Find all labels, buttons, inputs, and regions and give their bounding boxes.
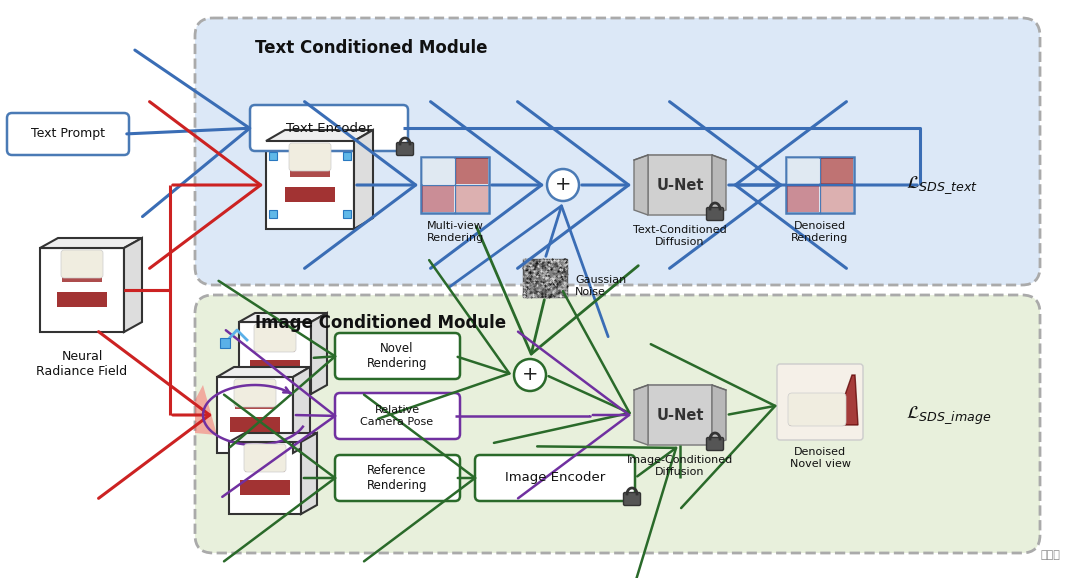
Text: $\mathcal{L}_{SDS\_image}$: $\mathcal{L}_{SDS\_image}$ — [906, 404, 991, 426]
Bar — [239, 322, 311, 394]
Bar — [240, 480, 291, 495]
Bar — [266, 141, 354, 229]
Polygon shape — [789, 375, 858, 425]
FancyBboxPatch shape — [396, 143, 414, 155]
FancyBboxPatch shape — [706, 208, 724, 220]
FancyBboxPatch shape — [788, 393, 846, 426]
FancyBboxPatch shape — [60, 250, 103, 278]
Polygon shape — [229, 433, 318, 442]
Bar — [57, 292, 107, 307]
Bar — [62, 253, 102, 283]
Text: Text Encoder: Text Encoder — [286, 121, 372, 135]
Text: $\mathcal{L}_{SDS\_text}$: $\mathcal{L}_{SDS\_text}$ — [906, 175, 978, 196]
Bar — [421, 157, 489, 213]
Text: Text Conditioned Module: Text Conditioned Module — [255, 39, 487, 57]
FancyBboxPatch shape — [195, 18, 1040, 285]
Text: U-Net: U-Net — [657, 177, 704, 192]
Text: Image-Conditioned
Diffusion: Image-Conditioned Diffusion — [626, 455, 733, 477]
Text: Denoised
Rendering: Denoised Rendering — [792, 221, 849, 243]
FancyBboxPatch shape — [335, 455, 460, 501]
Bar — [40, 248, 124, 332]
Polygon shape — [40, 238, 141, 248]
Bar — [821, 158, 853, 184]
Text: +: + — [522, 365, 538, 384]
FancyBboxPatch shape — [335, 333, 460, 379]
Bar — [523, 259, 567, 297]
Bar — [229, 442, 301, 514]
Text: Image Conditioned Module: Image Conditioned Module — [255, 314, 507, 332]
Polygon shape — [217, 367, 310, 377]
FancyBboxPatch shape — [254, 324, 296, 352]
Polygon shape — [311, 313, 327, 394]
FancyBboxPatch shape — [195, 295, 1040, 553]
Bar — [648, 385, 712, 445]
Polygon shape — [354, 130, 373, 229]
Bar — [285, 187, 335, 202]
FancyBboxPatch shape — [335, 393, 460, 439]
Text: Gaussian
Noise: Gaussian Noise — [575, 275, 626, 297]
Bar — [235, 382, 275, 409]
Bar — [786, 157, 854, 213]
FancyBboxPatch shape — [777, 364, 863, 440]
Bar — [217, 377, 293, 453]
Text: Multi-view
Rendering: Multi-view Rendering — [427, 221, 484, 243]
Text: Image Encoder: Image Encoder — [504, 472, 605, 484]
Bar — [787, 158, 819, 184]
Text: Relative
Camera Pose: Relative Camera Pose — [361, 405, 433, 427]
Bar — [648, 155, 712, 215]
Text: Text Prompt: Text Prompt — [31, 128, 105, 140]
Bar — [456, 158, 488, 184]
Text: U-Net: U-Net — [657, 407, 704, 423]
Polygon shape — [301, 433, 318, 514]
Circle shape — [514, 359, 546, 391]
Bar — [422, 186, 454, 212]
Bar — [230, 417, 280, 432]
Text: Novel
Rendering: Novel Rendering — [367, 342, 428, 370]
Bar — [422, 158, 454, 184]
Text: +: + — [555, 176, 571, 195]
FancyBboxPatch shape — [244, 444, 286, 472]
FancyBboxPatch shape — [623, 492, 640, 506]
Polygon shape — [712, 385, 726, 445]
Bar — [255, 327, 295, 352]
Circle shape — [546, 169, 579, 201]
Text: Reference
Rendering: Reference Rendering — [367, 464, 428, 492]
Polygon shape — [124, 238, 141, 332]
Polygon shape — [712, 155, 726, 215]
Polygon shape — [266, 130, 373, 141]
Polygon shape — [293, 367, 310, 453]
FancyBboxPatch shape — [706, 438, 724, 450]
Polygon shape — [634, 385, 648, 445]
FancyBboxPatch shape — [249, 105, 408, 151]
FancyBboxPatch shape — [6, 113, 129, 155]
Polygon shape — [239, 313, 327, 322]
Polygon shape — [634, 155, 648, 215]
Text: Neural
Radiance Field: Neural Radiance Field — [37, 350, 127, 378]
FancyBboxPatch shape — [234, 379, 276, 407]
Text: Denoised
Novel view: Denoised Novel view — [789, 447, 851, 469]
Bar — [456, 186, 488, 212]
Bar — [249, 360, 300, 375]
Text: Text-Conditioned
Diffusion: Text-Conditioned Diffusion — [633, 225, 727, 247]
Bar — [245, 447, 285, 472]
Text: 量子位: 量子位 — [1040, 550, 1059, 560]
Polygon shape — [195, 385, 217, 435]
Bar — [787, 186, 819, 212]
Bar — [821, 186, 853, 212]
Bar — [291, 146, 330, 177]
FancyBboxPatch shape — [475, 455, 635, 501]
FancyBboxPatch shape — [289, 143, 330, 171]
